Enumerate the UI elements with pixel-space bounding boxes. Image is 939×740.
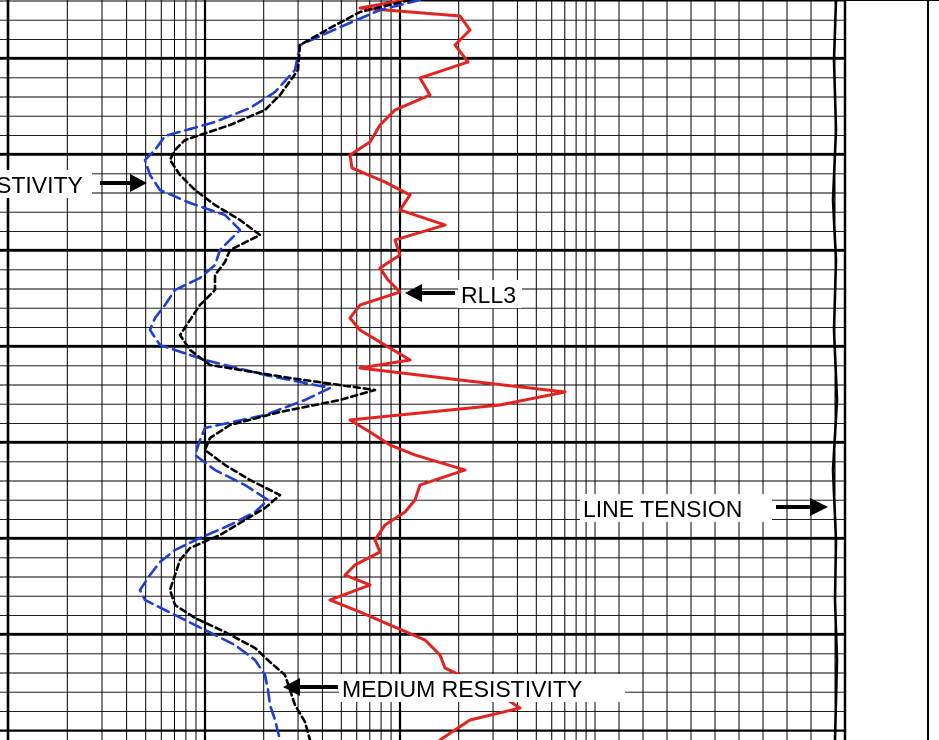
medium-arrow-head (283, 678, 300, 696)
medium-label-bg (339, 674, 625, 702)
tension-arrow-head (810, 498, 828, 516)
rll3-curve (328, 0, 567, 740)
medium-resistivity-label: MEDIUM RESISTIVITY (342, 676, 582, 702)
tension-label-bg (580, 494, 772, 522)
rll3-label-bg (458, 280, 522, 308)
rll3-label: RLL3 (461, 282, 516, 308)
deep-curve (138, 0, 422, 740)
tension-curve (831, 0, 839, 740)
deep-label-bg (0, 170, 92, 198)
deep-arrow-head (130, 174, 147, 192)
medium-curve (168, 0, 412, 740)
log-annotations: STIVITY RLL3 LINE TENSION MEDIUM RESISTI… (0, 170, 828, 702)
line-tension-label: LINE TENSION (583, 496, 742, 522)
deep-resistivity-label: STIVITY (0, 172, 83, 198)
rll3-arrow-head (405, 284, 422, 302)
log-curves (138, 0, 839, 740)
